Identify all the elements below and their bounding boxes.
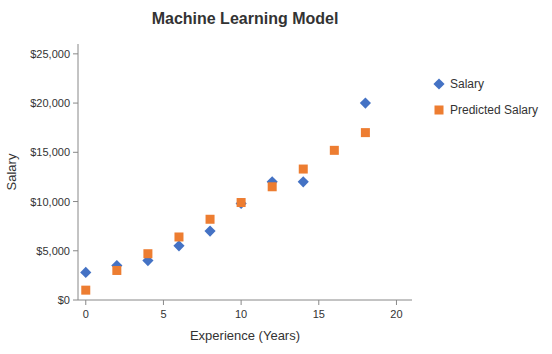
data-point <box>81 286 90 295</box>
data-point <box>360 97 371 108</box>
data-point <box>236 198 247 209</box>
x-tick-label: 15 <box>313 308 325 320</box>
x-axis-line <box>78 300 412 301</box>
data-point <box>143 249 152 258</box>
y-tick-label: $0 <box>58 294 70 306</box>
data-point <box>268 182 277 191</box>
chart-title: Machine Learning Model <box>152 10 339 27</box>
data-point <box>330 146 339 155</box>
y-tick <box>73 300 78 301</box>
data-point <box>299 165 308 174</box>
data-point <box>174 232 183 241</box>
legend-label: Salary <box>450 77 484 91</box>
data-point <box>173 240 184 251</box>
series-1 <box>81 128 370 295</box>
legend-swatch <box>433 78 444 89</box>
legend-swatch <box>435 106 444 115</box>
legend-label: Predicted Salary <box>450 103 538 117</box>
data-point <box>204 225 215 236</box>
x-tick <box>241 300 242 305</box>
y-axis-line <box>78 44 79 300</box>
legend: Salary Predicted Salary <box>433 77 538 117</box>
y-tick <box>73 250 78 251</box>
x-tick <box>396 300 397 305</box>
y-tick <box>73 152 78 153</box>
x-tick <box>163 300 164 305</box>
x-tick-label: 0 <box>83 308 89 320</box>
y-tick-label: $15,000 <box>30 146 70 158</box>
y-tick-label: $20,000 <box>30 97 70 109</box>
x-tick-label: 20 <box>390 308 402 320</box>
x-tick-label: 5 <box>160 308 166 320</box>
data-point <box>237 198 246 207</box>
data-point <box>298 176 309 187</box>
x-tick-label: 10 <box>235 308 247 320</box>
x-tick <box>85 300 86 305</box>
y-tick-label: $10,000 <box>30 196 70 208</box>
plot-area <box>80 97 371 294</box>
chart-container: Machine Learning Model 0 5 10 15 20 $0 $5,000 $1… <box>0 0 552 354</box>
chart-svg: Machine Learning Model 0 5 10 15 20 $0 $5,000 $1… <box>0 0 552 354</box>
y-axis-label: Salary <box>4 153 19 190</box>
y-tick <box>73 53 78 54</box>
y-tick-label: $25,000 <box>30 48 70 60</box>
data-point <box>361 128 370 137</box>
data-point <box>112 266 121 275</box>
x-axis-label: Experience (Years) <box>190 328 300 343</box>
x-tick <box>318 300 319 305</box>
y-tick <box>73 201 78 202</box>
series-0 <box>80 97 371 278</box>
data-point <box>206 215 215 224</box>
y-tick <box>73 103 78 104</box>
data-point <box>80 267 91 278</box>
y-tick-label: $5,000 <box>36 245 70 257</box>
